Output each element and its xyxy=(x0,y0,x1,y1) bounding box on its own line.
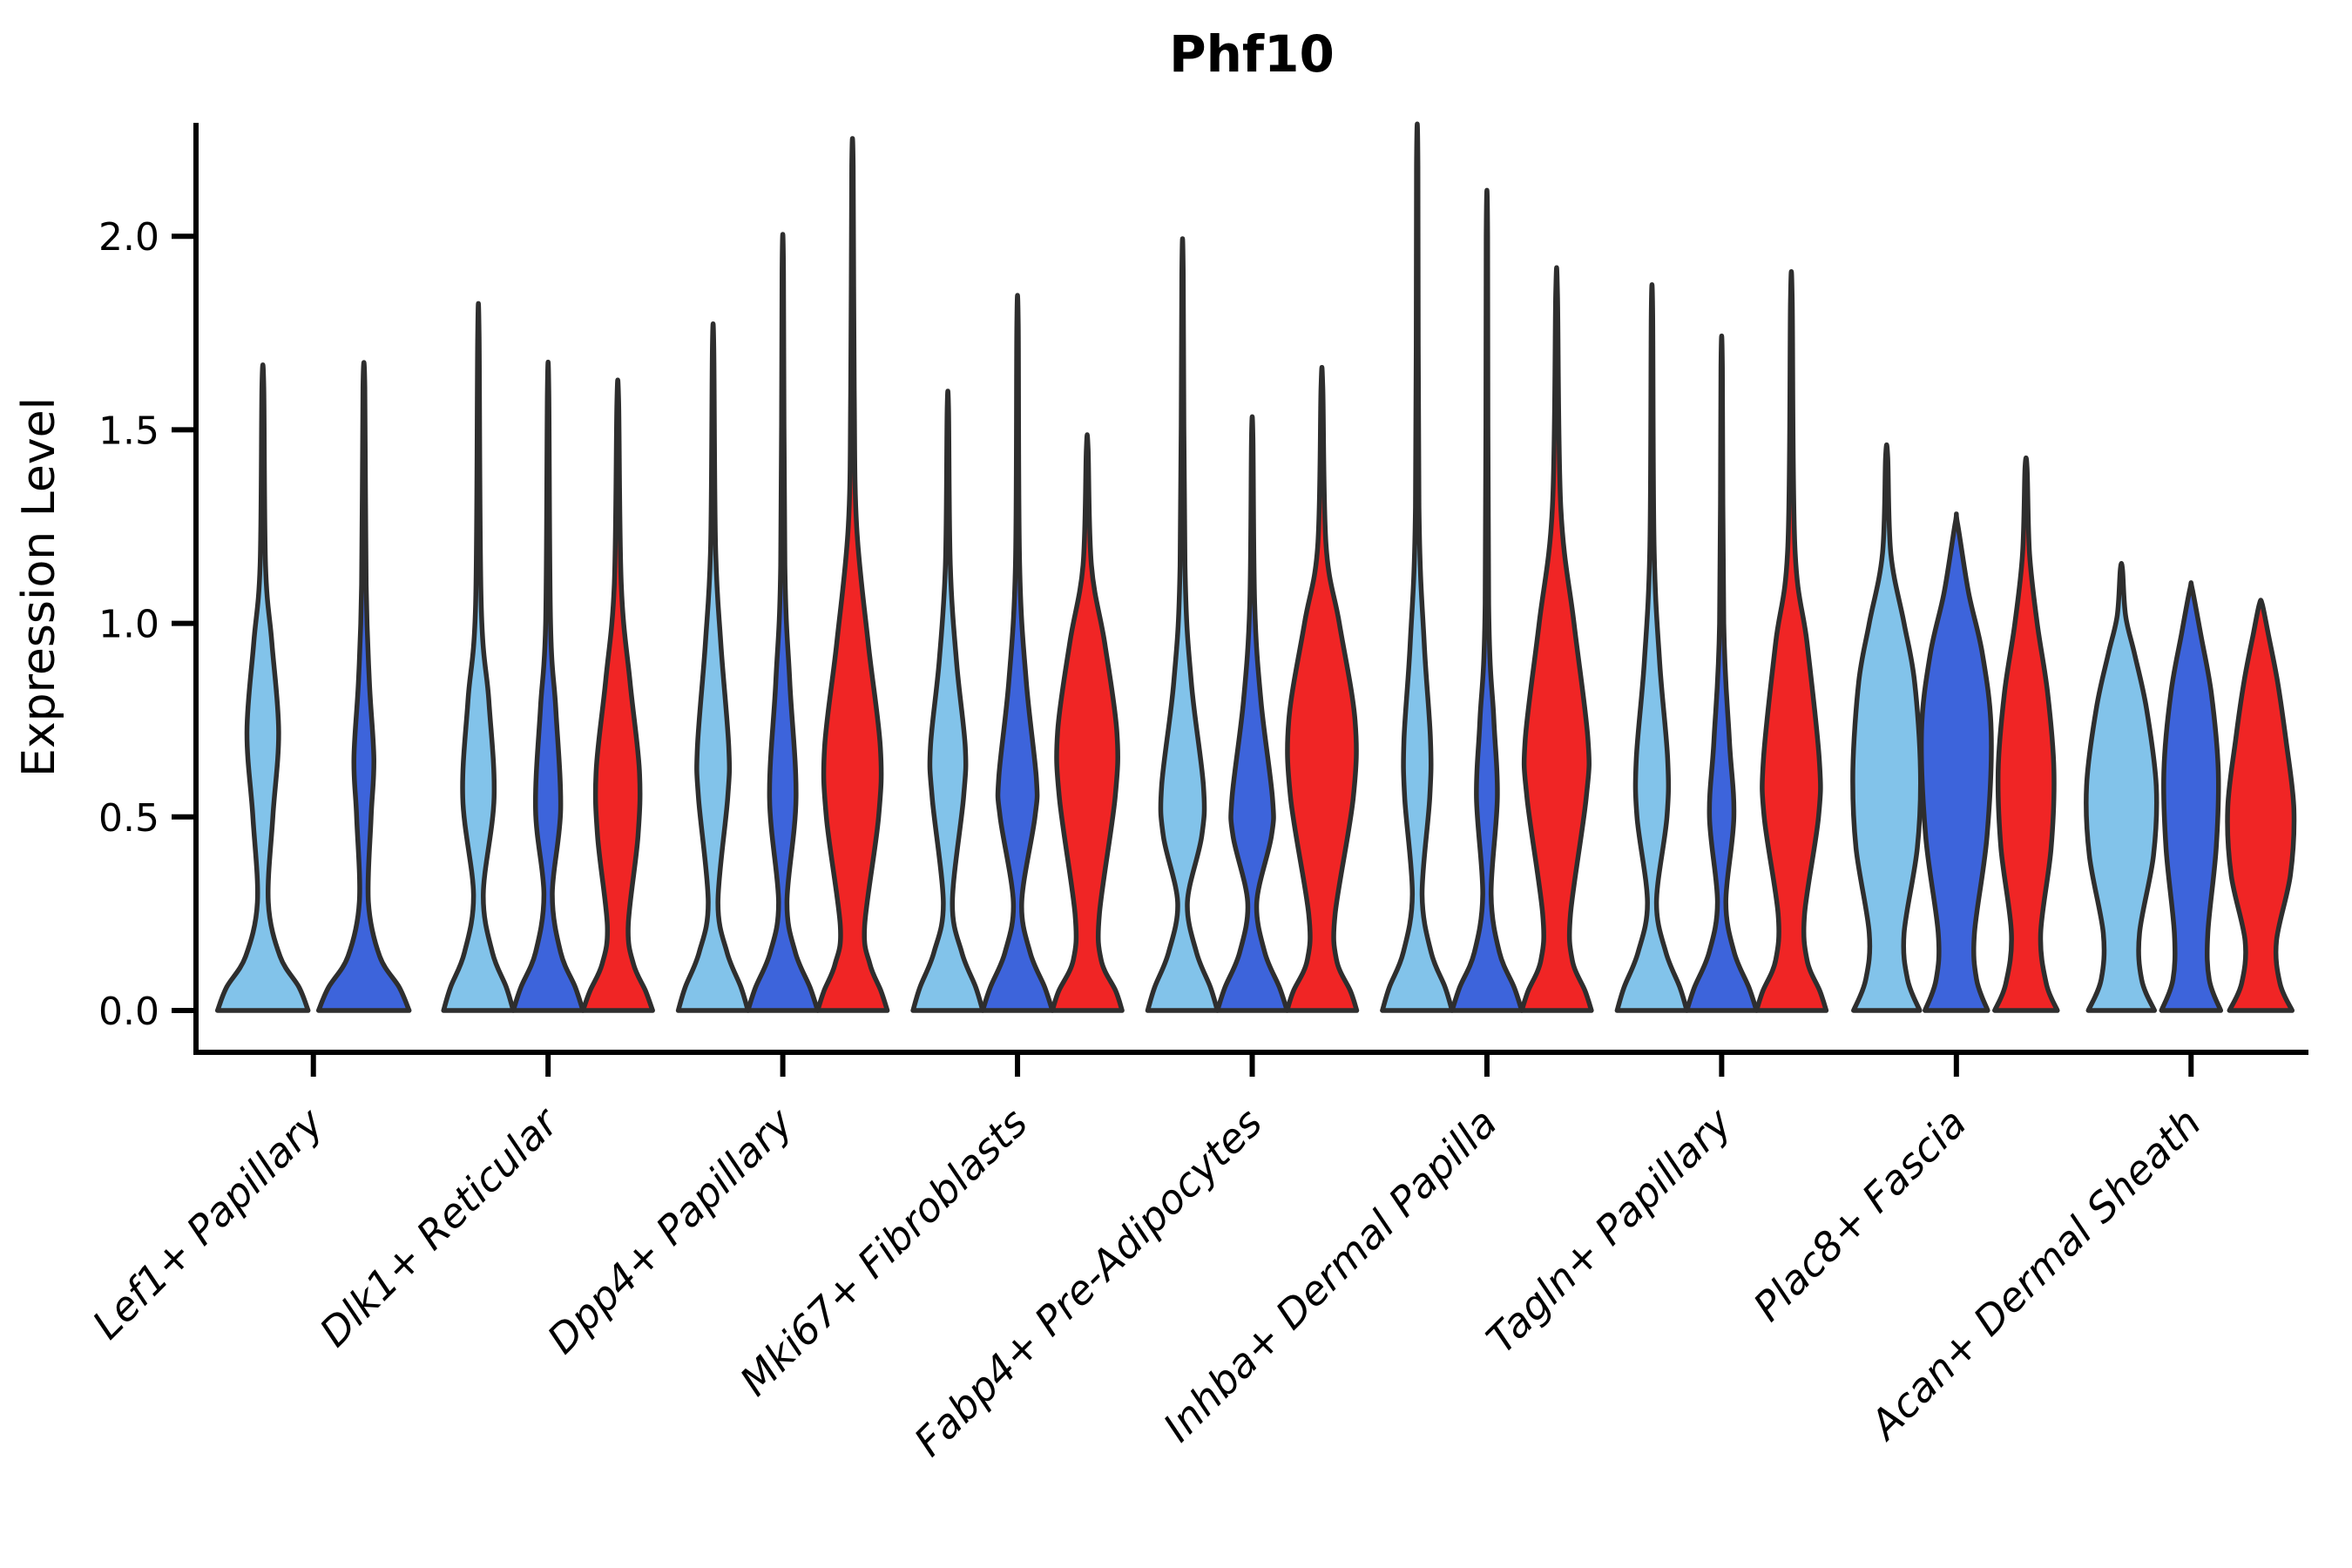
y-axis-label: Expression Level xyxy=(13,397,65,777)
violin-inhba-dermal-papilla-light_blue xyxy=(1380,121,1455,1013)
violin-tagln-papillary-light_blue xyxy=(1614,281,1690,1013)
violin-acan-dermal-sheath-red xyxy=(2225,598,2297,1013)
violin-dlk1-reticular-dark_blue xyxy=(510,359,585,1013)
violin-mki67-fibroblasts-light_blue xyxy=(910,389,985,1013)
violin-tagln-papillary-dark_blue xyxy=(1684,333,1760,1013)
violin-mki67-fibroblasts-dark_blue xyxy=(980,293,1055,1013)
violin-mki67-fibroblasts-red xyxy=(1050,432,1125,1013)
violin-dlk1-reticular-red xyxy=(580,377,655,1013)
violin-lef1-papillary-dark_blue xyxy=(315,360,412,1013)
y-tick-label: 1.5 xyxy=(98,409,159,453)
y-tick-label: 0.5 xyxy=(98,796,159,841)
x-tick-label-lef1-papillary: Lef1+ Papillary xyxy=(84,1098,333,1348)
y-tick-label: 1.0 xyxy=(98,603,159,647)
chart-title: Phf10 xyxy=(1169,24,1335,84)
violin-fabp4-pre-adipocytes-dark_blue xyxy=(1214,414,1290,1013)
violin-dpp4-papillary-light_blue xyxy=(675,321,751,1013)
y-tick-label: 0.0 xyxy=(98,990,159,1034)
violin-plac8-fascia-dark_blue xyxy=(1918,511,1994,1013)
violin-fabp4-pre-adipocytes-light_blue xyxy=(1145,236,1220,1013)
violin-lef1-papillary-light_blue xyxy=(214,362,311,1013)
violin-inhba-dermal-papilla-dark_blue xyxy=(1450,187,1524,1013)
violins-layer xyxy=(214,121,2297,1013)
violin-tagln-papillary-red xyxy=(1754,269,1829,1013)
violin-dpp4-papillary-dark_blue xyxy=(745,232,821,1013)
violin-fabp4-pre-adipocytes-red xyxy=(1284,364,1360,1013)
y-tick-label: 2.0 xyxy=(98,215,159,260)
violin-plac8-fascia-red xyxy=(1992,455,2060,1013)
x-tick-label-dlk1-reticular: Dlk1+ Reticular xyxy=(310,1097,569,1355)
violin-plac8-fascia-light_blue xyxy=(1850,442,1923,1013)
violin-dlk1-reticular-light_blue xyxy=(441,301,516,1013)
x-tick-label-dpp4-papillary: Dpp4+ Papillary xyxy=(538,1098,802,1362)
violin-inhba-dermal-papilla-red xyxy=(1519,265,1594,1013)
violin-acan-dermal-sheath-light_blue xyxy=(2084,560,2159,1013)
violin-dpp4-papillary-red xyxy=(814,136,890,1013)
violin-acan-dermal-sheath-dark_blue xyxy=(2159,580,2224,1013)
x-tick-label-tagln-papillary: Tagln+ Papillary xyxy=(1477,1098,1741,1362)
x-tick-label-plac8-fascia: Plac8+ Fascia xyxy=(1744,1099,1975,1330)
